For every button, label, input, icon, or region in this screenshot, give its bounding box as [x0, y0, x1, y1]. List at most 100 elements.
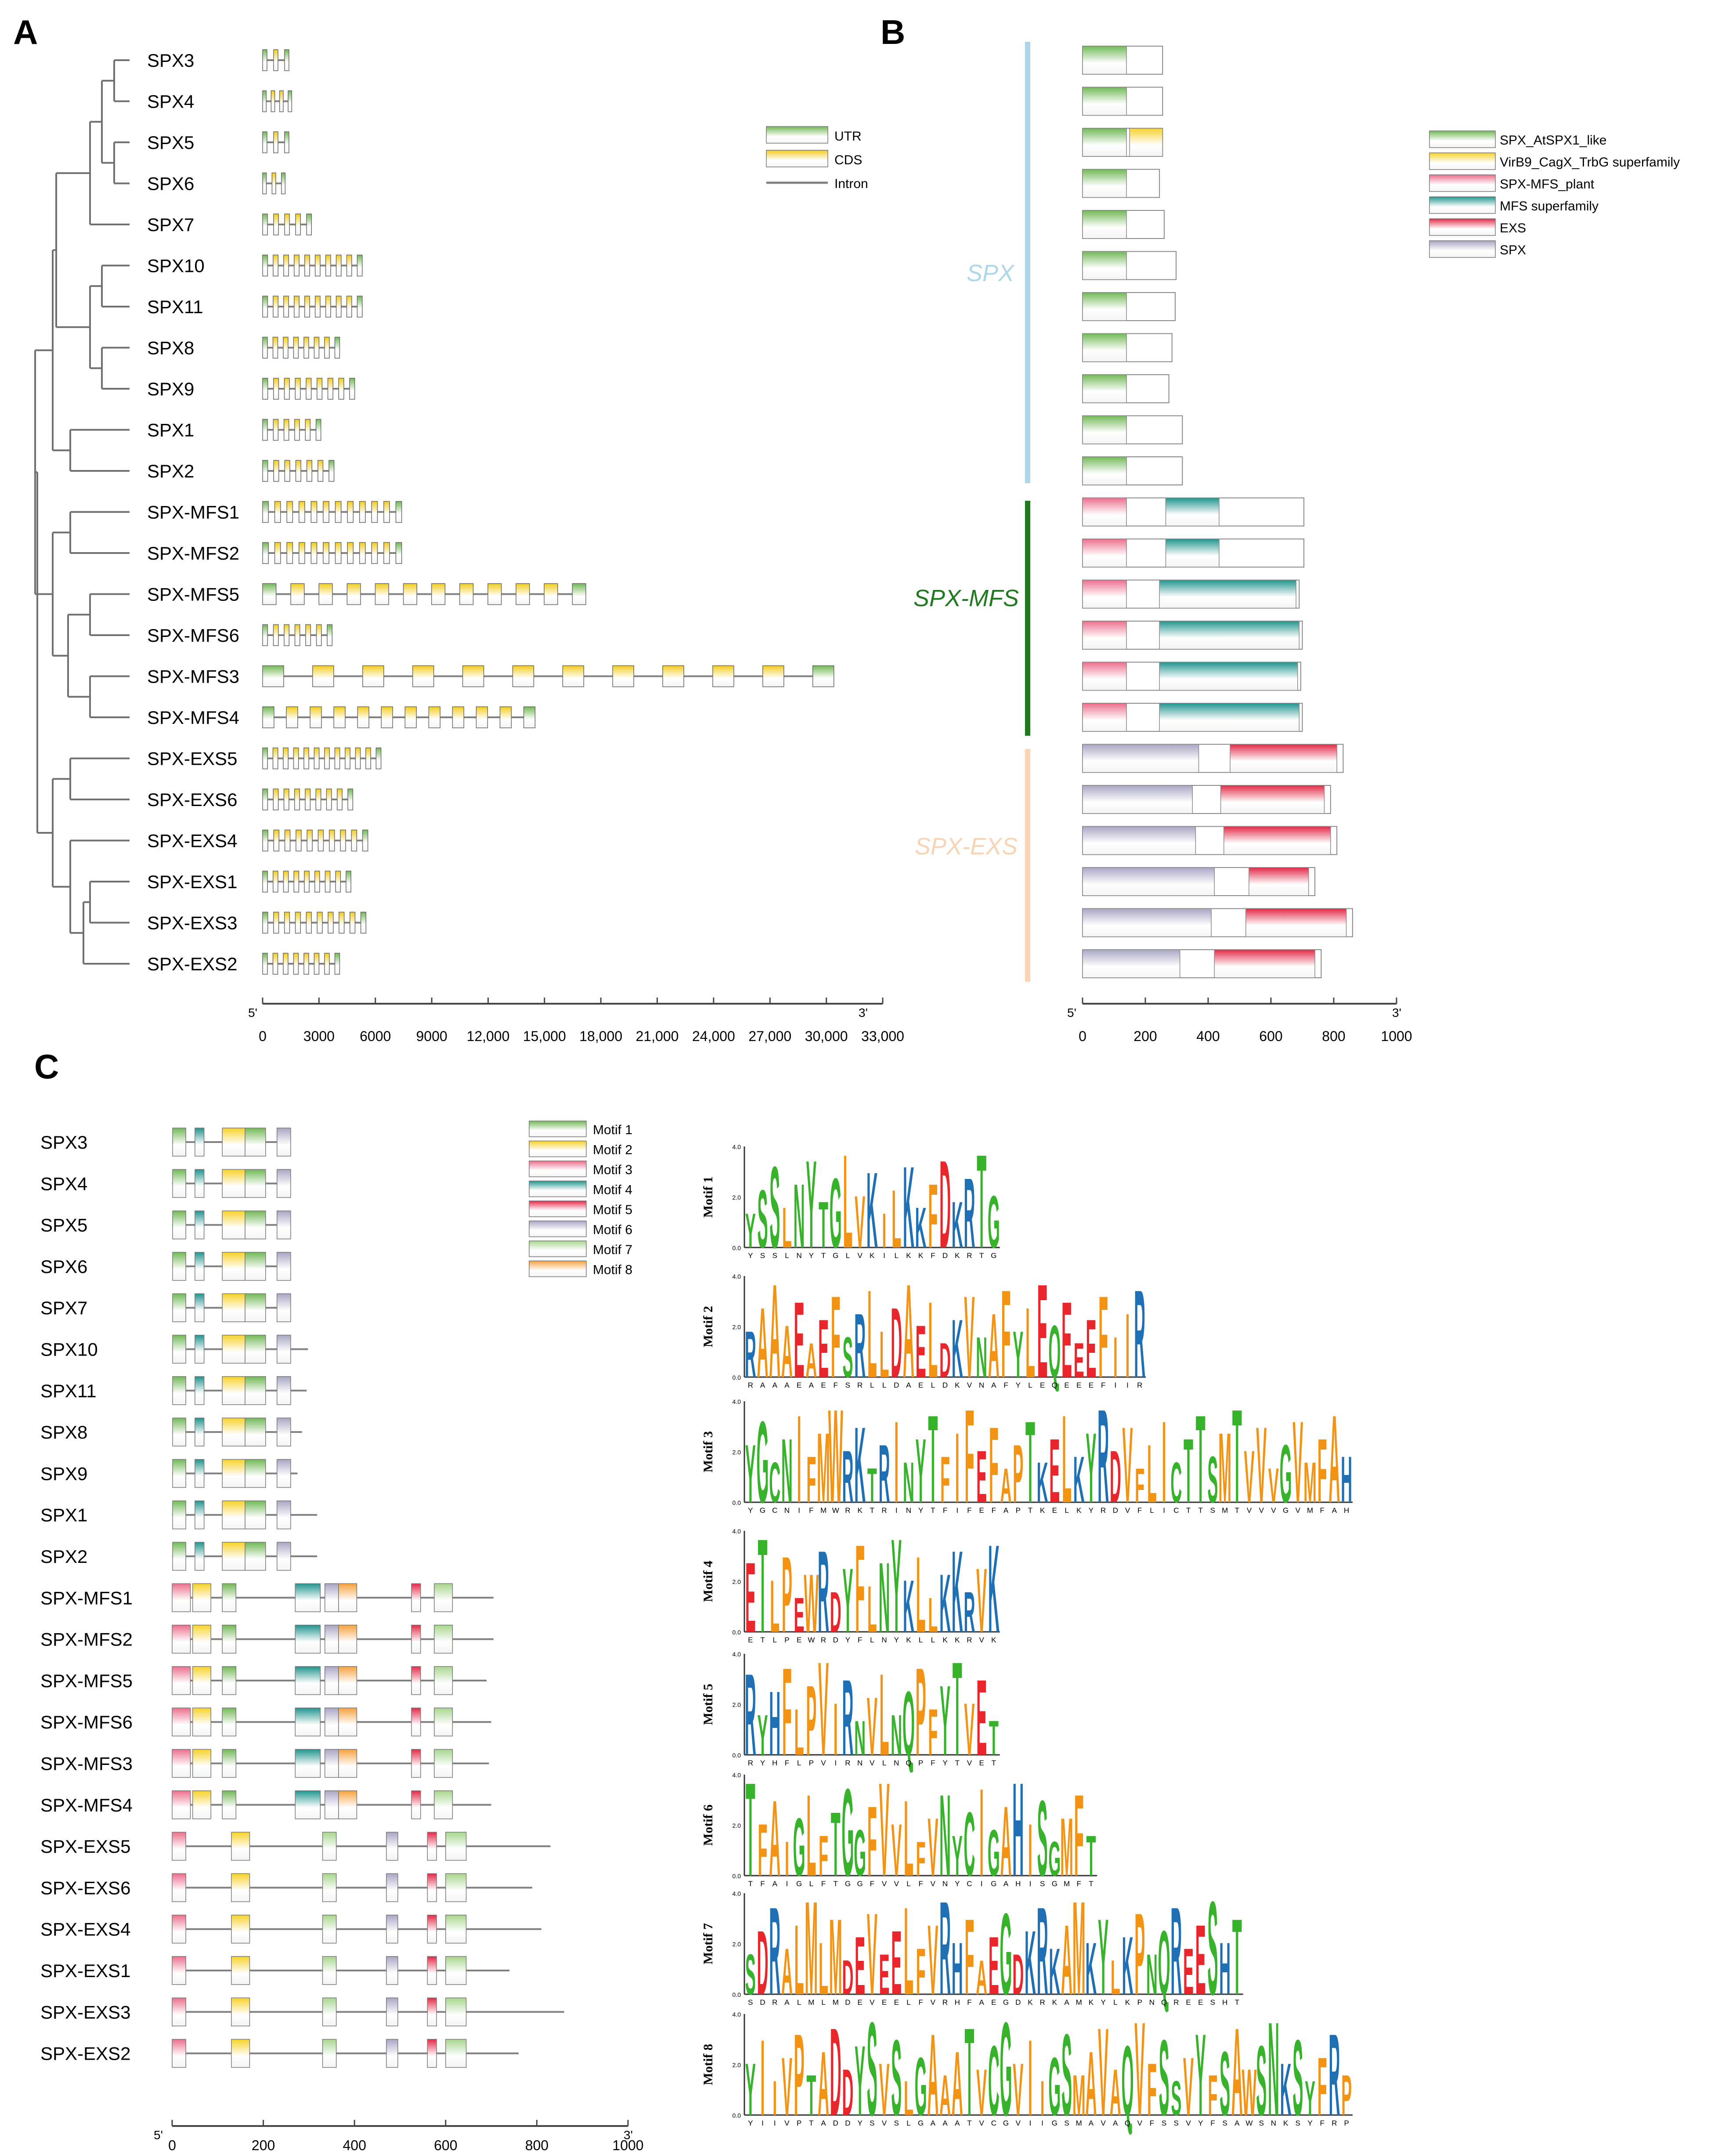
cds-block — [295, 378, 301, 400]
logo-consensus-letter: Q — [1125, 2119, 1130, 2127]
logo-letter: F — [867, 1786, 877, 1897]
logo-letter: A — [1231, 2002, 1243, 2141]
logo-letter: E — [916, 1309, 926, 1393]
logo-letter: E — [1195, 1905, 1206, 2016]
legend-swatch — [529, 1260, 587, 1277]
logo-letter: T — [819, 1188, 828, 1262]
logo-letter: L — [1147, 1427, 1157, 1520]
logo-letter: E — [745, 1542, 756, 1653]
logo-consensus-letter: Y — [748, 2119, 753, 2127]
logo-consensus-letter: E — [821, 1381, 826, 1389]
logo-letter: V — [1256, 1405, 1267, 1526]
cds-block — [339, 911, 345, 934]
cds-block — [284, 911, 290, 934]
motif-box — [411, 1707, 421, 1736]
logo-consensus-letter: F — [760, 1880, 765, 1888]
logo-letter: T — [1184, 1420, 1193, 1522]
cds-block — [304, 871, 310, 893]
cds-block — [306, 378, 312, 400]
logo-letter: S — [1207, 1443, 1218, 1517]
cds-block — [357, 706, 369, 728]
logo-letter: A — [769, 1779, 780, 1899]
motif-box — [231, 1914, 250, 1944]
logo-letter: L — [904, 1779, 913, 1899]
motif-box — [222, 1583, 237, 1613]
logo-consensus-letter: I — [1029, 2119, 1032, 2127]
cds-block — [499, 706, 512, 728]
axis-end-5: 5' — [1067, 1006, 1076, 1020]
logo-letter: Y — [758, 1703, 768, 1768]
logo-letter: S — [1171, 2071, 1181, 2126]
logo-consensus-letter: N — [1271, 2119, 1276, 2127]
logo-letter: F — [1317, 2040, 1327, 2133]
logo-consensus-letter: F — [834, 1381, 838, 1389]
exs-domain — [1220, 785, 1325, 814]
motif-logo-5: Motif 50.02.04.0 RR YY HH FF LL PP VV II RR NN VV LL… — [701, 1634, 1000, 1783]
logo-axis-tick: 0.0 — [733, 1752, 741, 1759]
gene-label: SPX-MFS5 — [147, 584, 239, 605]
logo-axis-tick: 0.0 — [733, 1244, 741, 1251]
spx_atspx1-domain — [1082, 456, 1127, 485]
logo-consensus-letter: F — [1320, 2119, 1325, 2127]
motif-box — [324, 1790, 339, 1819]
axis-tick-label: 33,000 — [861, 1028, 904, 1044]
logo-letter: D — [939, 1134, 951, 1274]
logo-letter: V — [1244, 1435, 1255, 1518]
logo-consensus-letter: N — [906, 1506, 911, 1515]
cds-block — [403, 583, 417, 605]
motif-box — [295, 1707, 321, 1736]
gene-label: SPX3 — [40, 1132, 87, 1153]
utr-block — [347, 788, 354, 810]
cds-block — [338, 378, 344, 400]
logo-letter: F — [758, 1808, 768, 1891]
motif-box — [276, 1376, 291, 1405]
cds-block — [273, 788, 279, 810]
cds-block — [271, 172, 276, 195]
logo-letter: R — [745, 1650, 756, 1780]
logo-consensus-letter: G — [991, 1880, 996, 1888]
logo-letter: G — [988, 1816, 1000, 1890]
logo-consensus-letter: H — [1344, 1506, 1349, 1515]
logo-consensus-letter: T — [821, 1251, 826, 1260]
logo-letter: A — [976, 1950, 987, 2005]
cds-block — [273, 131, 278, 153]
logo-consensus-letter: Y — [1307, 2119, 1312, 2127]
logo-consensus-letter: A — [1003, 1506, 1009, 1515]
logo-consensus-letter: A — [1089, 2119, 1094, 2127]
logo-consensus-letter: R — [942, 1998, 948, 2007]
logo-consensus-letter: V — [894, 1880, 899, 1888]
logo-consensus-letter: D — [1015, 1998, 1021, 2007]
legend-label: SPX — [1500, 243, 1526, 257]
cds-block — [562, 665, 585, 687]
logo-letter: V — [782, 2040, 792, 2133]
motif-logos: Motif 10.02.04.0YY SS SS LL NN YY TT GG LL VV KK II… — [701, 1127, 1353, 2144]
cds-block — [272, 747, 278, 770]
logo-letter: R — [1037, 1881, 1048, 2021]
cds-block — [371, 501, 378, 523]
logo-consensus-letter: S — [1210, 1506, 1215, 1515]
logo-letter: I — [1040, 2071, 1045, 2126]
logo-consensus-letter: I — [895, 1506, 898, 1515]
cds-block — [362, 665, 384, 687]
logo-letter: T — [953, 1634, 962, 1783]
axis-tick-label: 12,000 — [467, 1028, 510, 1044]
spx_atspx1-domain — [1082, 87, 1127, 116]
motif-box — [172, 1542, 186, 1571]
logo-consensus-letter: R — [857, 1381, 863, 1389]
motif-box — [222, 1293, 245, 1322]
motif-box — [445, 1997, 467, 2027]
logo-axis-title: Motif 3 — [701, 1431, 715, 1472]
legend-swatch — [529, 1240, 587, 1257]
motif-box — [427, 1956, 437, 1985]
motif-box — [231, 2039, 250, 2068]
gene-label: SPX10 — [40, 1339, 98, 1360]
motif-box — [445, 1873, 467, 1902]
cds-block — [286, 542, 293, 564]
logo-letter: G — [854, 1816, 866, 1890]
logo-consensus-letter: K — [955, 1251, 960, 1260]
cds-block — [299, 501, 305, 523]
utr-block — [262, 665, 284, 687]
motif-box — [324, 1749, 339, 1778]
cds-block — [317, 378, 323, 400]
logo-consensus-letter: V — [882, 2119, 887, 2127]
